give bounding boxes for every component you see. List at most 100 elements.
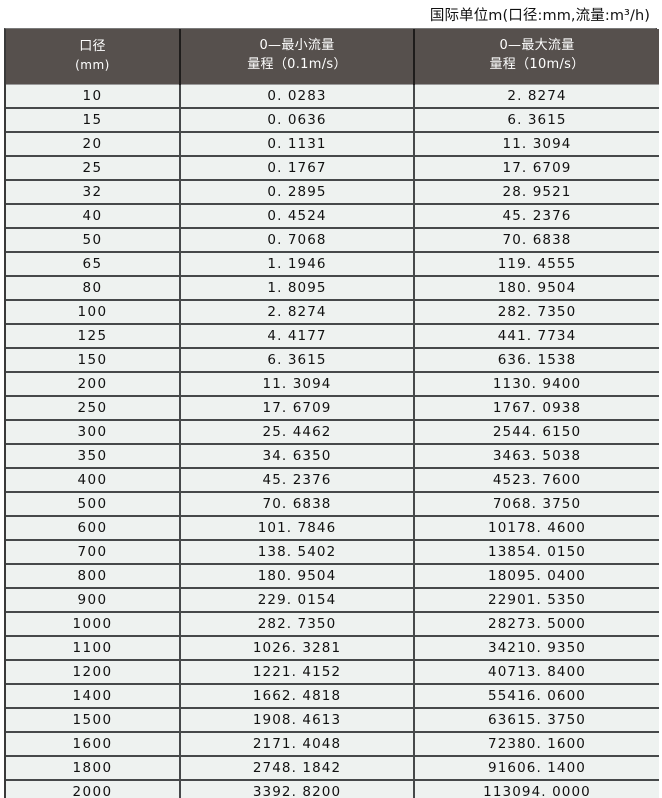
cell-max_flow: 91606. 1400 (414, 755, 659, 781)
cell-diameter: 1500 (6, 707, 181, 733)
cell-diameter: 50 (6, 227, 181, 253)
flow-range-table: 口径 (mm) 0—最小流量 量程（0.1m/s） 0—最大流量 量程（10m/… (6, 29, 659, 798)
table-row: 1600 2171. 4048 72380. 1600 (6, 731, 659, 757)
cell-diameter: 250 (6, 395, 181, 421)
cell-diameter: 200 (6, 371, 181, 397)
table-row: 32 0. 2895 28. 9521 (6, 179, 659, 205)
cell-max_flow: 34210. 9350 (414, 635, 659, 661)
cell-min_flow: 2. 8274 (180, 299, 415, 325)
cell-diameter: 1100 (6, 635, 181, 661)
cell-min_flow: 11. 3094 (180, 371, 415, 397)
cell-min_flow: 4. 4177 (180, 323, 415, 349)
table-row: 2000 3392. 8200 113094. 0000 (6, 779, 659, 798)
table-row: 500 70. 6838 7068. 3750 (6, 491, 659, 517)
cell-diameter: 400 (6, 467, 181, 493)
cell-max_flow: 22901. 5350 (414, 587, 659, 613)
cell-min_flow: 2171. 4048 (180, 731, 415, 757)
column-header-min-flow-line1: 0—最小流量 (259, 38, 335, 53)
cell-max_flow: 180. 9504 (414, 275, 659, 301)
column-header-min-flow-line2: 量程（0.1m/s） (247, 56, 347, 72)
cell-diameter: 100 (6, 299, 181, 325)
column-header-max-flow-line1: 0—最大流量 (499, 38, 575, 53)
cell-diameter: 25 (6, 155, 181, 181)
table-row: 800 180. 9504 18095. 0400 (6, 563, 659, 589)
table-row: 300 25. 4462 2544. 6150 (6, 419, 659, 445)
cell-min_flow: 0. 0283 (180, 84, 415, 109)
cell-max_flow: 441. 7734 (414, 323, 659, 349)
cell-min_flow: 1908. 4613 (180, 707, 415, 733)
cell-max_flow: 2. 8274 (414, 84, 659, 109)
cell-max_flow: 4523. 7600 (414, 467, 659, 493)
cell-min_flow: 25. 4462 (180, 419, 415, 445)
table-row: 1800 2748. 1842 91606. 1400 (6, 755, 659, 781)
cell-max_flow: 1767. 0938 (414, 395, 659, 421)
cell-min_flow: 6. 3615 (180, 347, 415, 373)
cell-min_flow: 3392. 8200 (180, 779, 415, 798)
table-row: 50 0. 7068 70. 6838 (6, 227, 659, 253)
cell-diameter: 20 (6, 131, 181, 157)
cell-max_flow: 70. 6838 (414, 227, 659, 253)
table-body: 10 0. 0283 2. 8274 15 0. 0636 6. 3615 20 0. 113… (6, 84, 659, 798)
cell-diameter: 500 (6, 491, 181, 517)
table-row: 250 17. 6709 1767. 0938 (6, 395, 659, 421)
table-row: 1000 282. 7350 28273. 5000 (6, 611, 659, 637)
table-row: 1500 1908. 4613 63615. 3750 (6, 707, 659, 733)
cell-max_flow: 40713. 8400 (414, 659, 659, 685)
table-row: 100 2. 8274 282. 7350 (6, 299, 659, 325)
cell-min_flow: 2748. 1842 (180, 755, 415, 781)
column-header-max-flow: 0—最大流量 量程（10m/s） (414, 29, 659, 85)
cell-max_flow: 45. 2376 (414, 203, 659, 229)
cell-diameter: 10 (6, 84, 181, 109)
cell-min_flow: 0. 1767 (180, 155, 415, 181)
cell-diameter: 700 (6, 539, 181, 565)
cell-min_flow: 45. 2376 (180, 467, 415, 493)
table-caption: 国际单位m(口径:mm,流量:m³/h) (0, 0, 662, 28)
cell-min_flow: 0. 0636 (180, 107, 415, 133)
column-header-diameter-line2: (mm) (75, 57, 110, 72)
cell-diameter: 150 (6, 347, 181, 373)
cell-min_flow: 0. 7068 (180, 227, 415, 253)
column-header-diameter: 口径 (mm) (6, 29, 181, 85)
cell-min_flow: 282. 7350 (180, 611, 415, 637)
cell-min_flow: 101. 7846 (180, 515, 415, 541)
cell-max_flow: 7068. 3750 (414, 491, 659, 517)
cell-min_flow: 34. 6350 (180, 443, 415, 469)
cell-diameter: 32 (6, 179, 181, 205)
table-row: 1200 1221. 4152 40713. 8400 (6, 659, 659, 685)
table-caption-text: 国际单位m(口径:mm,流量:m³/h) (429, 7, 650, 24)
cell-min_flow: 1. 8095 (180, 275, 415, 301)
cell-diameter: 2000 (6, 779, 181, 798)
cell-min_flow: 180. 9504 (180, 563, 415, 589)
cell-min_flow: 0. 4524 (180, 203, 415, 229)
cell-max_flow: 63615. 3750 (414, 707, 659, 733)
cell-min_flow: 1221. 4152 (180, 659, 415, 685)
cell-min_flow: 1662. 4818 (180, 683, 415, 709)
cell-min_flow: 70. 6838 (180, 491, 415, 517)
table-row: 20 0. 1131 11. 3094 (6, 131, 659, 157)
cell-diameter: 1000 (6, 611, 181, 637)
cell-diameter: 1600 (6, 731, 181, 757)
cell-diameter: 15 (6, 107, 181, 133)
table-container: 口径 (mm) 0—最小流量 量程（0.1m/s） 0—最大流量 量程（10m/… (4, 28, 659, 798)
cell-max_flow: 28273. 5000 (414, 611, 659, 637)
column-header-max-flow-line2: 量程（10m/s） (489, 56, 585, 72)
cell-diameter: 40 (6, 203, 181, 229)
cell-diameter: 125 (6, 323, 181, 349)
cell-diameter: 80 (6, 275, 181, 301)
table-row: 600 101. 7846 10178. 4600 (6, 515, 659, 541)
cell-max_flow: 119. 4555 (414, 251, 659, 277)
table-row: 150 6. 3615 636. 1538 (6, 347, 659, 373)
table-row: 700 138. 5402 13854. 0150 (6, 539, 659, 565)
cell-max_flow: 1130. 9400 (414, 371, 659, 397)
cell-min_flow: 138. 5402 (180, 539, 415, 565)
cell-min_flow: 1026. 3281 (180, 635, 415, 661)
table-row: 200 11. 3094 1130. 9400 (6, 371, 659, 397)
cell-max_flow: 113094. 0000 (414, 779, 659, 798)
cell-diameter: 800 (6, 563, 181, 589)
cell-max_flow: 72380. 1600 (414, 731, 659, 757)
table-row: 15 0. 0636 6. 3615 (6, 107, 659, 133)
cell-max_flow: 55416. 0600 (414, 683, 659, 709)
cell-max_flow: 3463. 5038 (414, 443, 659, 469)
table-row: 80 1. 8095 180. 9504 (6, 275, 659, 301)
